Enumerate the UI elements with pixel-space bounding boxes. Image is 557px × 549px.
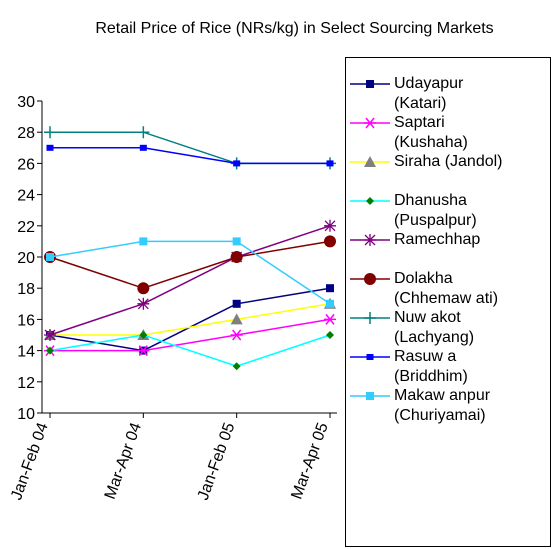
- marker: [232, 362, 241, 371]
- legend-swatch: [350, 156, 390, 167]
- marker: [364, 273, 376, 285]
- marker: [137, 345, 150, 357]
- legend-label: Dolakha (Chhemaw ati): [394, 270, 499, 307]
- series: [46, 144, 334, 167]
- legend-item: Makaw anpur (Churiyamai): [346, 382, 552, 424]
- legend-swatch: [350, 354, 390, 360]
- marker: [139, 331, 148, 339]
- line: [49, 334, 331, 367]
- marker: [233, 160, 241, 167]
- legend-label: Saptari (Kushaha): [394, 114, 468, 151]
- series: [46, 331, 334, 371]
- y-tick-label: 20: [17, 250, 35, 267]
- marker: [44, 329, 56, 341]
- x-tick-label: Jan-Feb 04: [8, 420, 52, 502]
- series: [44, 313, 336, 357]
- marker: [326, 299, 334, 308]
- legend-item: Dolakha (Chhemaw ati): [346, 265, 552, 307]
- y-tick-label: 26: [17, 156, 35, 173]
- marker: [232, 299, 241, 308]
- marker: [364, 312, 376, 324]
- marker: [230, 329, 243, 341]
- marker: [232, 237, 241, 246]
- line: [50, 318, 331, 352]
- legend-label: Rasuw a (Briddhim): [394, 348, 468, 385]
- marker: [139, 237, 148, 246]
- y-tick-label: 28: [17, 125, 35, 142]
- marker: [364, 156, 376, 167]
- y-tick-label: 24: [17, 188, 35, 205]
- chart-title: Retail Price of Rice (NRs/kg) in Select …: [95, 20, 494, 37]
- series: [46, 237, 334, 308]
- marker: [230, 313, 243, 325]
- legend-item: Nuw akot (Lachyang): [346, 304, 552, 346]
- marker: [46, 253, 54, 261]
- legend-label: Makaw anpur (Churiyamai): [394, 387, 491, 424]
- line: [49, 287, 331, 352]
- line: [49, 240, 331, 289]
- marker: [139, 144, 147, 151]
- legend-swatch: [350, 273, 390, 285]
- y-tick-label: 22: [17, 219, 35, 236]
- y-tick-label: 30: [17, 94, 35, 111]
- marker: [324, 219, 336, 232]
- line: [49, 225, 331, 336]
- marker: [326, 284, 334, 293]
- legend-swatch: [350, 117, 390, 129]
- series: [44, 235, 336, 295]
- legend-swatch: [350, 197, 390, 205]
- legend-label: Dhanusha (Puspalpur): [394, 192, 477, 229]
- line: [50, 303, 331, 336]
- marker: [137, 297, 150, 310]
- legend-swatch: [350, 80, 390, 88]
- line: [49, 240, 331, 305]
- x-tick-label: Mar-Apr 05: [288, 420, 331, 501]
- marker: [44, 126, 56, 139]
- legend-item: Saptari (Kushaha): [346, 109, 552, 151]
- legend-label: Nuw akot (Lachyang): [394, 309, 475, 346]
- legend: Udayapur (Katari) Saptari (Kushaha) Siraha…: [345, 57, 551, 547]
- marker: [366, 80, 374, 88]
- series: [44, 297, 336, 340]
- legend-swatch: [350, 312, 390, 324]
- marker: [46, 346, 54, 355]
- marker: [326, 160, 334, 167]
- x-tick-label: Mar-Apr 04: [102, 420, 145, 501]
- legend-item: Dhanusha (Puspalpur): [346, 187, 552, 229]
- marker: [137, 282, 150, 295]
- legend-label: Udayapur (Katari): [394, 75, 464, 112]
- legend-item: Rasuw a (Briddhim): [346, 343, 552, 385]
- y-tick-label: 14: [17, 344, 35, 361]
- legend-swatch: [350, 392, 390, 400]
- marker: [137, 126, 150, 139]
- marker: [366, 354, 374, 360]
- series: [44, 219, 336, 341]
- legend-swatch: [350, 234, 390, 246]
- marker: [46, 144, 54, 151]
- marker: [324, 235, 336, 248]
- x-tick-label: Jan-Feb 05: [195, 420, 239, 502]
- legend-label: Siraha (Jandol): [394, 153, 503, 170]
- marker: [324, 313, 336, 325]
- marker: [366, 197, 374, 205]
- y-tick-label: 16: [17, 312, 35, 329]
- y-tick-label: 18: [17, 281, 35, 298]
- legend-item: Siraha (Jandol): [346, 148, 552, 187]
- legend-item: Udayapur (Katari): [346, 70, 552, 112]
- legend-item: Ramechhap: [346, 226, 552, 265]
- y-tick-label: 10: [17, 406, 35, 423]
- marker: [364, 117, 376, 129]
- legend-label: Ramechhap: [394, 231, 481, 248]
- marker: [366, 392, 374, 400]
- marker: [364, 234, 376, 246]
- marker: [230, 251, 243, 263]
- marker: [326, 331, 334, 339]
- line: [50, 147, 330, 165]
- y-tick-label: 12: [17, 375, 35, 392]
